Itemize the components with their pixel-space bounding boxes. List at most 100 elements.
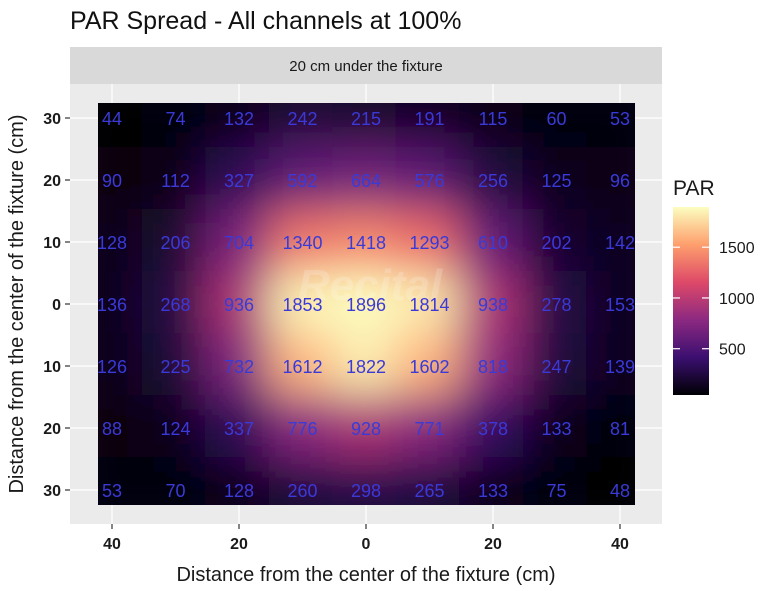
y-axis: 30 20 10 0 10 20 30 bbox=[43, 111, 70, 500]
heatmap-cell bbox=[522, 457, 591, 505]
cell-value-label: 1293 bbox=[409, 233, 449, 253]
cell-value-label: 112 bbox=[161, 171, 190, 191]
heatmap-cell bbox=[268, 147, 337, 213]
heatmap-cell bbox=[459, 271, 527, 337]
cell-value-label: 81 bbox=[610, 419, 630, 439]
cell-value-label: 247 bbox=[541, 357, 571, 377]
heatmap-cell bbox=[332, 271, 400, 337]
heatmap-cell bbox=[332, 395, 400, 461]
cell-value-label: 206 bbox=[160, 233, 190, 253]
heatmap-cell bbox=[586, 457, 635, 505]
cell-value-label: 133 bbox=[541, 419, 571, 439]
y-tick-label: 20 bbox=[43, 173, 61, 190]
cell-value-label: 44 bbox=[102, 109, 122, 129]
cell-labels: 44 74 132 242 215 191 115 60 53 90 112 327 592 664 576… bbox=[97, 109, 635, 501]
heatmap-cell bbox=[268, 457, 337, 505]
cell-value-label: 337 bbox=[224, 419, 254, 439]
x-tick-label: 20 bbox=[484, 536, 502, 553]
x-tick-label: 40 bbox=[103, 536, 121, 553]
heatmap-cell bbox=[395, 147, 464, 213]
heatmap-cell bbox=[395, 271, 464, 337]
cell-value-label: 225 bbox=[160, 357, 190, 377]
heatmap-cell bbox=[141, 333, 210, 399]
legend-tick-label: 500 bbox=[719, 342, 746, 359]
heatmap-cell bbox=[98, 333, 146, 399]
cell-value-label: 60 bbox=[546, 109, 566, 129]
heatmap-cell bbox=[205, 103, 273, 151]
watermark-logo: Recital bbox=[298, 261, 443, 310]
cell-value-label: 142 bbox=[605, 233, 635, 253]
cell-value-label: 278 bbox=[541, 295, 571, 315]
cell-value-label: 576 bbox=[414, 171, 444, 191]
cell-value-label: 704 bbox=[224, 233, 254, 253]
cell-value-label: 124 bbox=[160, 419, 190, 439]
heatmap-cell bbox=[395, 457, 464, 505]
heatmap-cell bbox=[141, 103, 210, 151]
cell-value-label: 74 bbox=[165, 109, 185, 129]
heatmap-cell bbox=[459, 457, 527, 505]
cell-value-label: 818 bbox=[478, 357, 508, 377]
cell-value-label: 136 bbox=[97, 295, 127, 315]
heatmap-cell bbox=[268, 209, 337, 275]
cell-value-label: 48 bbox=[610, 481, 630, 501]
heatmap-cell bbox=[332, 457, 400, 505]
cell-value-label: 1896 bbox=[346, 295, 386, 315]
heatmap-cell bbox=[586, 103, 635, 151]
heatmap-cell bbox=[205, 147, 273, 213]
legend-title: PAR bbox=[673, 177, 715, 200]
heatmap-cell bbox=[522, 147, 591, 213]
cell-value-label: 664 bbox=[351, 171, 381, 191]
cell-value-label: 1602 bbox=[409, 357, 449, 377]
heatmap-cell bbox=[522, 103, 591, 151]
heatmap-cell bbox=[98, 103, 146, 151]
cell-value-label: 215 bbox=[351, 109, 381, 129]
chart-title: PAR Spread - All channels at 100% bbox=[70, 7, 461, 35]
heatmap-cell bbox=[586, 333, 635, 399]
heatmap-cell bbox=[459, 147, 527, 213]
heatmap-cell bbox=[522, 209, 591, 275]
heatmap-cells bbox=[98, 103, 635, 505]
heatmap-cell bbox=[395, 209, 464, 275]
heatmap-cell bbox=[522, 271, 591, 337]
cell-value-label: 776 bbox=[287, 419, 317, 439]
heatmap-cell bbox=[141, 457, 210, 505]
heatmap-cell bbox=[332, 147, 400, 213]
heatmap-cell bbox=[332, 333, 400, 399]
y-tick-label: 10 bbox=[43, 359, 61, 376]
heatmap-cell bbox=[98, 271, 146, 337]
cell-value-label: 260 bbox=[287, 481, 317, 501]
heatmap-cell bbox=[98, 209, 146, 275]
cell-value-label: 256 bbox=[478, 171, 508, 191]
heatmap-cell bbox=[205, 333, 273, 399]
heatmap-cell bbox=[586, 209, 635, 275]
heatmap-cell bbox=[522, 333, 591, 399]
heatmap-cell bbox=[141, 395, 210, 461]
heatmap-cell bbox=[586, 395, 635, 461]
cell-value-label: 1853 bbox=[282, 295, 322, 315]
legend-colorbar bbox=[673, 207, 709, 395]
heatmap-cell bbox=[205, 457, 273, 505]
cell-value-label: 610 bbox=[478, 233, 508, 253]
cell-value-label: 115 bbox=[479, 109, 508, 129]
heatmap-cell bbox=[98, 147, 146, 213]
cell-value-label: 592 bbox=[287, 171, 317, 191]
y-tick-label: 20 bbox=[43, 421, 61, 438]
legend-tick-label: 1000 bbox=[719, 291, 755, 308]
y-tick-label: 0 bbox=[52, 297, 61, 314]
x-axis-title: Distance from the center of the fixture … bbox=[176, 564, 555, 586]
cell-value-label: 70 bbox=[165, 481, 185, 501]
y-axis-title: Distance from the center of the fixture … bbox=[6, 114, 28, 493]
cell-value-label: 132 bbox=[224, 109, 254, 129]
cell-value-label: 133 bbox=[478, 481, 508, 501]
cell-value-label: 378 bbox=[478, 419, 508, 439]
legend: PAR 500 1000 1500 bbox=[673, 177, 755, 395]
cell-value-label: 128 bbox=[97, 233, 127, 253]
legend-ticks: 500 1000 1500 bbox=[673, 240, 755, 359]
x-tick-label: 40 bbox=[611, 536, 629, 553]
cell-value-label: 928 bbox=[351, 419, 381, 439]
x-tick-label: 20 bbox=[230, 536, 248, 553]
cell-value-label: 53 bbox=[610, 109, 630, 129]
cell-value-label: 1340 bbox=[282, 233, 322, 253]
x-tick-label: 0 bbox=[362, 536, 371, 553]
heatmap-cell bbox=[332, 103, 400, 151]
